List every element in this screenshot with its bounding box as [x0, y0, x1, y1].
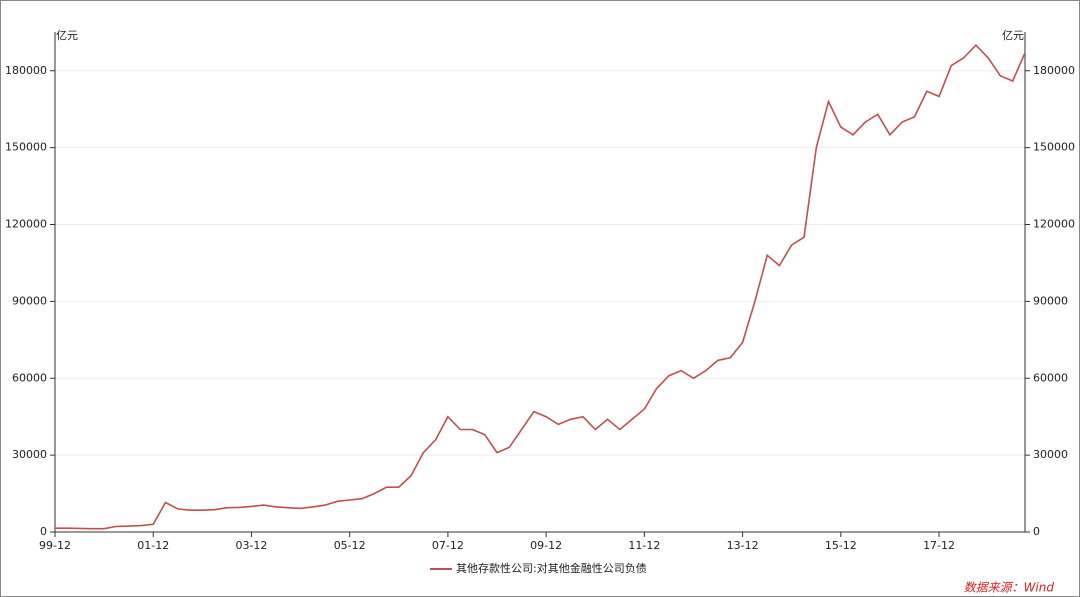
y2-tick-label: 30000 [1033, 448, 1068, 461]
line-series [55, 43, 1026, 530]
y-tick-label: 150000 [5, 141, 47, 154]
y-tick-label: 180000 [5, 64, 47, 77]
y-tick-label: 120000 [5, 218, 47, 231]
x-tick-label: 13-12 [727, 539, 759, 552]
x-tick-label: 01-12 [137, 539, 169, 552]
y2-tick-label: 0 [1033, 525, 1040, 538]
legend-label: 其他存款性公司:对其他金融性公司负债 [456, 561, 647, 575]
y2-tick-label: 60000 [1033, 371, 1068, 384]
x-tick-label: 09-12 [530, 539, 562, 552]
y-tick-label: 90000 [12, 294, 47, 307]
x-tick-label: 05-12 [334, 539, 366, 552]
x-tick-label: 07-12 [432, 539, 464, 552]
x-tick-label: 17-12 [923, 539, 955, 552]
y-tick-label: 60000 [12, 371, 47, 384]
y-tick-label: 30000 [12, 448, 47, 461]
y2-tick-label: 150000 [1033, 141, 1075, 154]
y2-tick-label: 90000 [1033, 294, 1068, 307]
y-tick-label: 0 [40, 525, 47, 538]
source: 数据来源：Wind [964, 581, 1055, 595]
y-axis-label: 亿元 [56, 29, 78, 42]
y2-axis-label: 亿元 [1002, 29, 1024, 42]
y2-tick-label: 120000 [1033, 218, 1075, 231]
y2-tick-label: 180000 [1033, 64, 1075, 77]
x-tick-label: 99-12 [39, 539, 71, 552]
x-tick-label: 03-12 [235, 539, 267, 552]
x-tick-label: 15-12 [825, 539, 857, 552]
x-tick-label: 11-12 [628, 539, 660, 552]
